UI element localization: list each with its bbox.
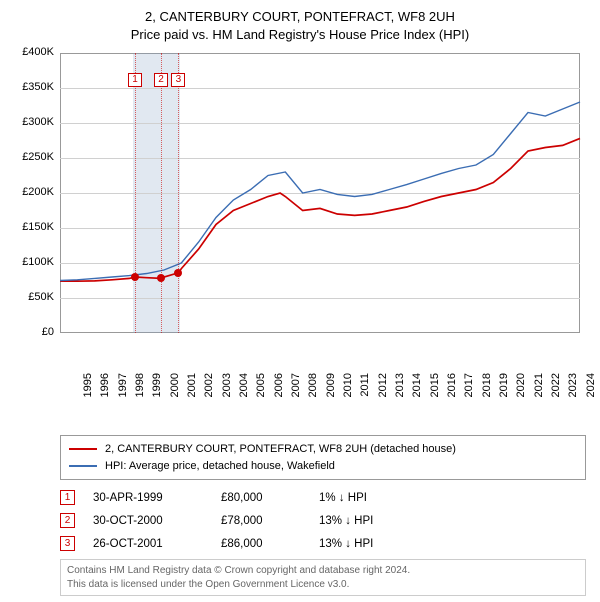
- x-axis-label: 2020: [515, 373, 527, 403]
- x-axis-label: 2024: [585, 373, 597, 403]
- series-line: [60, 102, 580, 281]
- x-axis-label: 2018: [481, 373, 493, 403]
- event-date: 30-OCT-2000: [93, 515, 203, 527]
- chart-area: £0£50K£100K£150K£200K£250K£300K£350K£400…: [10, 49, 590, 389]
- legend-row: 2, CANTERBURY COURT, PONTEFRACT, WF8 2UH…: [69, 441, 577, 458]
- event-row: 3 26-OCT-2001 £86,000 13% ↓ HPI: [60, 536, 586, 551]
- title-line-1: 2, CANTERBURY COURT, PONTEFRACT, WF8 2UH: [10, 8, 590, 26]
- event-number: 2: [60, 513, 75, 528]
- event-number: 1: [60, 490, 75, 505]
- x-axis-label: 1996: [99, 373, 111, 403]
- x-axis-label: 2006: [273, 373, 285, 403]
- chart-title: 2, CANTERBURY COURT, PONTEFRACT, WF8 2UH…: [10, 8, 590, 43]
- x-axis-label: 2022: [550, 373, 562, 403]
- event-row: 1 30-APR-1999 £80,000 1% ↓ HPI: [60, 490, 586, 505]
- event-price: £78,000: [221, 515, 301, 527]
- sale-marker-line: [178, 53, 179, 333]
- x-axis-label: 2017: [463, 373, 475, 403]
- sale-marker-number: 1: [128, 73, 142, 87]
- attribution-line-2: This data is licensed under the Open Gov…: [67, 578, 579, 592]
- x-axis-label: 2015: [429, 373, 441, 403]
- x-axis-label: 1995: [82, 373, 94, 403]
- legend-swatch: [69, 465, 97, 467]
- x-axis-label: 1997: [117, 373, 129, 403]
- x-axis-label: 2016: [446, 373, 458, 403]
- x-axis-label: 2002: [203, 373, 215, 403]
- attribution: Contains HM Land Registry data © Crown c…: [60, 559, 586, 596]
- sale-marker-number: 3: [171, 73, 185, 87]
- x-axis-label: 2014: [411, 373, 423, 403]
- sale-marker-line: [135, 53, 136, 333]
- event-price: £80,000: [221, 492, 301, 504]
- event-date: 26-OCT-2001: [93, 538, 203, 550]
- x-axis-label: 1998: [134, 373, 146, 403]
- sale-marker-number: 2: [154, 73, 168, 87]
- legend-label: HPI: Average price, detached house, Wake…: [105, 458, 335, 475]
- x-axis-label: 2023: [567, 373, 579, 403]
- sale-marker-line: [161, 53, 162, 333]
- legend-row: HPI: Average price, detached house, Wake…: [69, 458, 577, 475]
- x-axis-label: 2011: [359, 373, 371, 403]
- x-axis-label: 2004: [238, 373, 250, 403]
- attribution-line-1: Contains HM Land Registry data © Crown c…: [67, 564, 579, 578]
- sale-events: 1 30-APR-1999 £80,000 1% ↓ HPI 2 30-OCT-2000 £…: [60, 490, 586, 551]
- event-date: 30-APR-1999: [93, 492, 203, 504]
- series-svg: [10, 49, 584, 337]
- x-axis-label: 2001: [186, 373, 198, 403]
- x-axis-label: 2012: [377, 373, 389, 403]
- x-axis-label: 2005: [255, 373, 267, 403]
- legend: 2, CANTERBURY COURT, PONTEFRACT, WF8 2UH…: [60, 435, 586, 480]
- x-axis-label: 2000: [169, 373, 181, 403]
- event-row: 2 30-OCT-2000 £78,000 13% ↓ HPI: [60, 513, 586, 528]
- x-axis-label: 2008: [307, 373, 319, 403]
- event-price: £86,000: [221, 538, 301, 550]
- x-axis-label: 2013: [394, 373, 406, 403]
- x-axis-label: 2021: [533, 373, 545, 403]
- x-axis-label: 2019: [498, 373, 510, 403]
- x-axis-label: 2009: [325, 373, 337, 403]
- x-axis-label: 2007: [290, 373, 302, 403]
- title-line-2: Price paid vs. HM Land Registry's House …: [10, 26, 590, 44]
- legend-label: 2, CANTERBURY COURT, PONTEFRACT, WF8 2UH…: [105, 441, 456, 458]
- legend-swatch: [69, 448, 97, 450]
- x-axis-label: 1999: [151, 373, 163, 403]
- event-delta: 1% ↓ HPI: [319, 492, 439, 504]
- event-delta: 13% ↓ HPI: [319, 538, 439, 550]
- event-delta: 13% ↓ HPI: [319, 515, 439, 527]
- event-number: 3: [60, 536, 75, 551]
- series-line: [60, 138, 580, 281]
- x-axis-label: 2010: [342, 373, 354, 403]
- x-axis-label: 2003: [221, 373, 233, 403]
